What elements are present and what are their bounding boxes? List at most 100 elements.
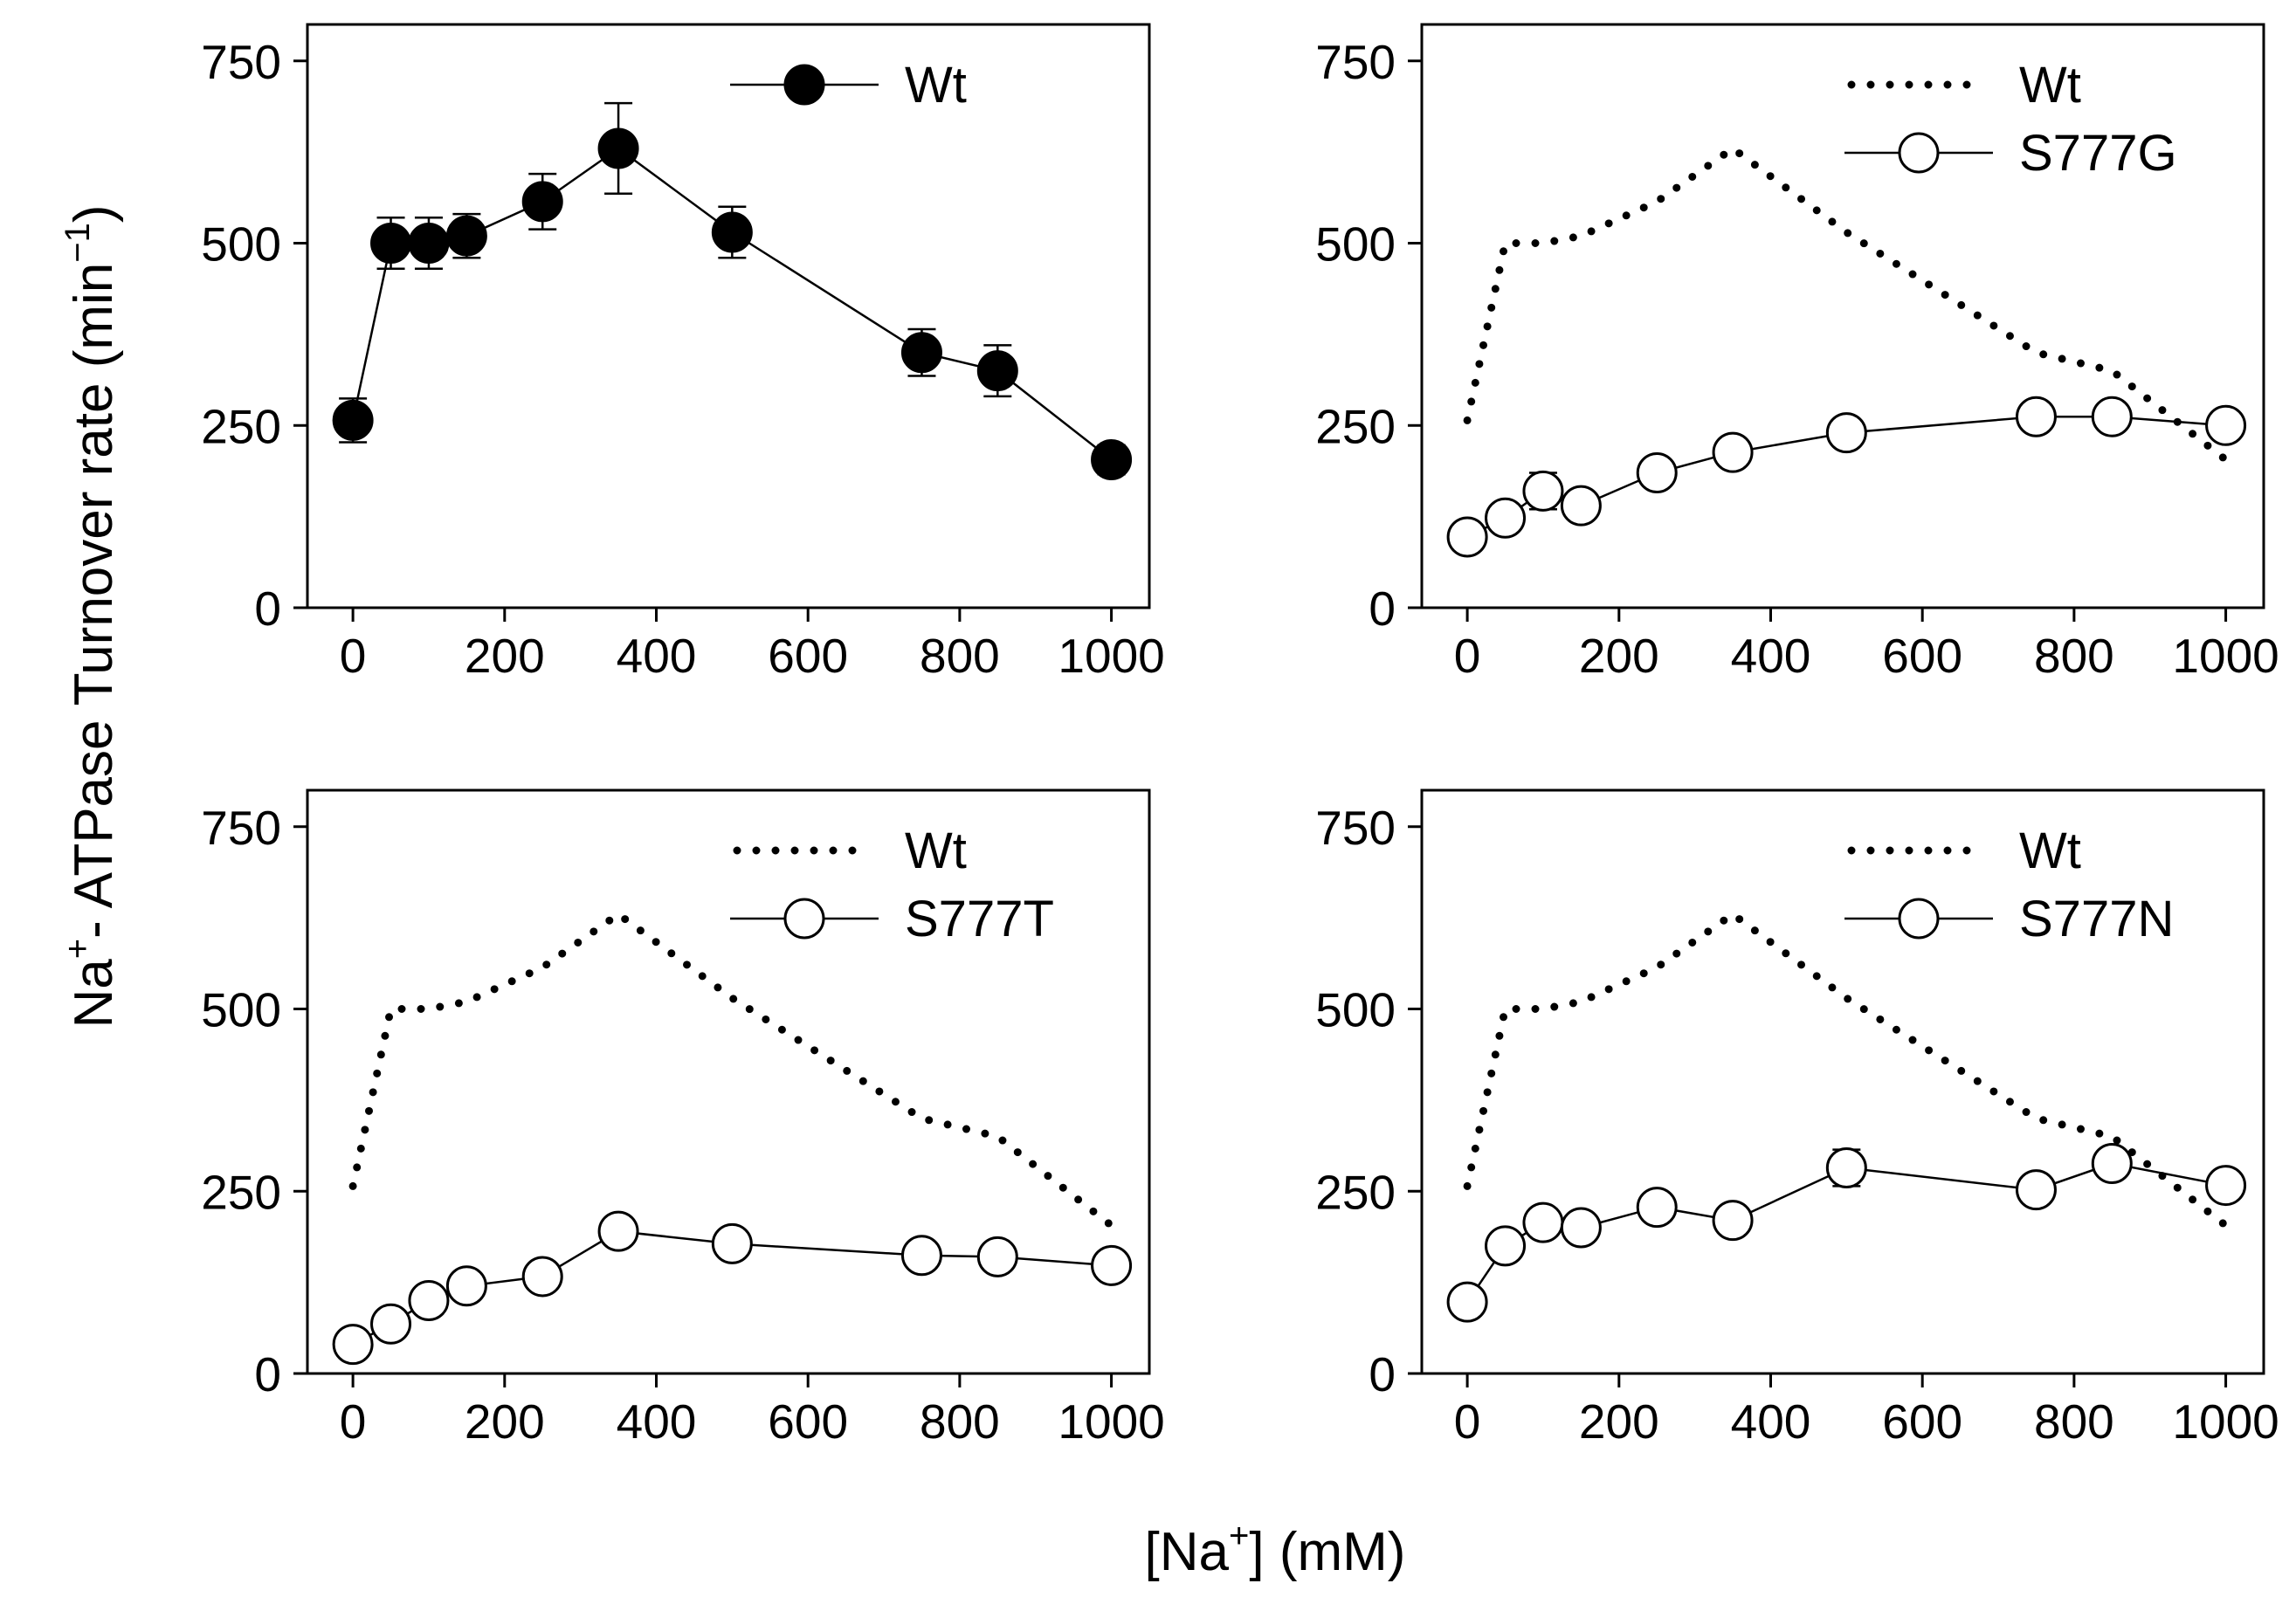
series-s777g-point: [2015, 396, 2057, 437]
series-s777t-point: [521, 1256, 563, 1298]
series-s777n-point: [1522, 1201, 1564, 1243]
y-axis-label: Na+- ATPase Turnover rate (min−1): [59, 204, 124, 1028]
x-tick-label: 400: [1731, 1394, 1811, 1449]
series-s777n-point: [2205, 1165, 2247, 1207]
panel-top-right: 0 200 400 600 800 1000 0 250 500 750 Wt S777G: [1315, 23, 2279, 683]
series-s777n-point: [2015, 1169, 2057, 1211]
series-s777g-point: [2091, 396, 2133, 437]
legend-label-wt: Wt: [905, 57, 967, 114]
plot-frame: [1420, 23, 2265, 609]
series-wt-point: [408, 223, 450, 264]
series-s777g-point: [1560, 485, 1602, 527]
series-s777t-line: [352, 1229, 1112, 1346]
x-tick-label: 0: [1454, 629, 1481, 683]
x-tick-label: 200: [1579, 1394, 1659, 1449]
series-s777n-point: [1485, 1225, 1527, 1267]
series-s777g-point: [1825, 412, 1867, 454]
y-tick-label: 250: [1315, 1165, 1396, 1219]
series-s777g-point: [1446, 516, 1488, 558]
y-tick-label: 0: [254, 1347, 281, 1401]
plot-frame: [1420, 788, 2265, 1375]
series-wt-point: [521, 181, 563, 223]
plot-frame: [306, 788, 1151, 1375]
series-s777g-point: [2205, 404, 2247, 446]
x-tick-label: 400: [1731, 629, 1811, 683]
series-s777n-point: [1825, 1147, 1867, 1189]
y-tick-label: 0: [1369, 1347, 1396, 1401]
plot-frame: [306, 23, 1151, 609]
panel-bottom-left: 0 200 400 600 800 1000 0 250 500 750 Wt S777T: [201, 788, 1165, 1449]
series-s777g-point: [1636, 452, 1678, 494]
series-s777n-point: [1636, 1187, 1678, 1229]
series-wt-line: [1463, 909, 2230, 1229]
series-s777n-line: [1466, 1162, 2226, 1303]
series-s777g-point: [1522, 470, 1564, 512]
panel-top-left: 0 200 400 600 800 1000 0 250 500 750 Wt: [201, 23, 1165, 683]
panels: 0 200 400 600 800 1000 0 250 500 750 Wt 0 200 400 600 8…: [201, 23, 2279, 1449]
x-tick-label: 600: [768, 629, 848, 683]
x-tick-label: 0: [340, 629, 367, 683]
series-wt-point: [597, 127, 639, 169]
series-s777n-point: [1560, 1207, 1602, 1249]
x-tick-label: 600: [768, 1394, 848, 1449]
x-tick-label: 1000: [1058, 629, 1164, 683]
y-tick-label: 0: [254, 582, 281, 636]
x-tick-label: 200: [465, 1394, 545, 1449]
series-s777t-point: [332, 1324, 374, 1366]
y-tick-label: 500: [201, 217, 281, 272]
series-s777t-point: [900, 1235, 942, 1277]
series-s777g-point: [1712, 431, 1754, 473]
x-axis-label: [Na+] (mM): [1145, 1517, 1406, 1582]
series-s777t-point: [976, 1236, 1018, 1277]
series-wt-line: [348, 909, 1116, 1229]
x-tick-label: 0: [1454, 1394, 1481, 1449]
legend-label-s777n: S777N: [2019, 891, 2174, 947]
x-tick-label: 800: [920, 1394, 1000, 1449]
series-wt-point: [711, 211, 753, 253]
legend-label-wt: Wt: [2019, 57, 2081, 114]
series-wt-point: [445, 215, 487, 257]
legend-symbol-s777t: [783, 898, 825, 940]
series-wt-point: [900, 332, 942, 374]
legend-symbol-wt: [783, 64, 825, 106]
x-tick-label: 200: [1579, 629, 1659, 683]
series-wt-line: [1463, 143, 2230, 464]
series-s777n-point: [1712, 1200, 1754, 1242]
panel-bottom-right: 0 200 400 600 800 1000 0 250 500 750 Wt S777N: [1315, 788, 2279, 1449]
x-tick-label: 1000: [1058, 1394, 1164, 1449]
x-tick-label: 0: [340, 1394, 367, 1449]
y-tick-label: 750: [1315, 35, 1396, 89]
series-wt-point: [1091, 438, 1133, 480]
legend-symbol-s777n: [1898, 898, 1940, 940]
x-tick-label: 600: [1882, 629, 1962, 683]
x-tick-label: 600: [1882, 1394, 1962, 1449]
series-s777t-point: [408, 1280, 450, 1321]
x-tick-label: 800: [2034, 1394, 2114, 1449]
series-s777t-point: [370, 1303, 412, 1345]
y-tick-label: 0: [1369, 582, 1396, 636]
series-wt-point: [976, 350, 1018, 392]
series-wt-line: [351, 147, 1113, 461]
series-s777t-point: [1091, 1244, 1133, 1286]
legend-symbol-s777g: [1898, 132, 1940, 174]
series-s777t-point: [445, 1265, 487, 1307]
x-tick-label: 800: [2034, 629, 2114, 683]
series-wt-point: [332, 399, 374, 441]
series-s777t-point: [711, 1222, 753, 1264]
legend-label-wt: Wt: [905, 823, 967, 879]
x-tick-label: 200: [465, 629, 545, 683]
y-tick-label: 750: [201, 801, 281, 855]
x-tick-label: 800: [920, 629, 1000, 683]
series-s777n-point: [2091, 1143, 2133, 1185]
legend-label-s777g: S777G: [2019, 125, 2177, 182]
y-tick-label: 750: [201, 35, 281, 89]
legend-label-wt: Wt: [2019, 823, 2081, 879]
y-tick-label: 500: [1315, 217, 1396, 272]
x-tick-label: 1000: [2172, 629, 2279, 683]
series-s777t-point: [597, 1210, 639, 1252]
y-tick-label: 500: [1315, 983, 1396, 1037]
x-tick-label: 400: [617, 629, 697, 683]
series-wt-point: [370, 223, 412, 264]
y-tick-label: 500: [201, 983, 281, 1037]
